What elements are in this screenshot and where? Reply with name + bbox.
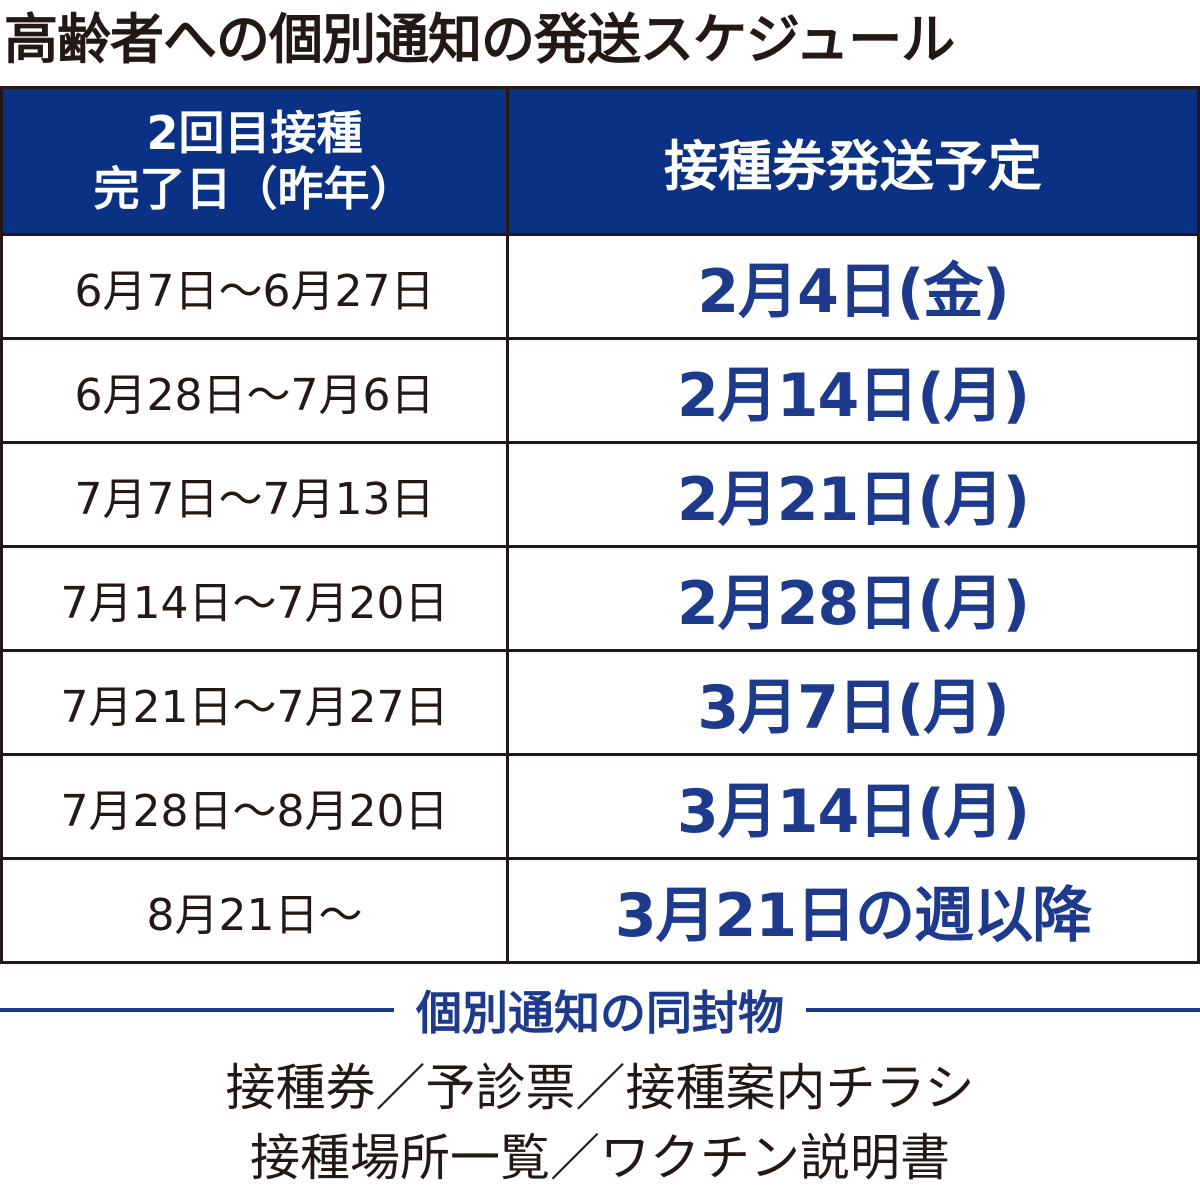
completed-date-cell: 7月28日～8月20日: [0, 753, 509, 860]
table-row: 6月28日～7月6日 2月14日(月): [0, 337, 1200, 444]
enclosures-line-2: 接種場所一覧／ワクチン説明書: [250, 1129, 950, 1187]
completed-date-cell: 6月7日～6月27日: [0, 233, 509, 340]
enclosures-label: 個別通知の同封物: [416, 986, 784, 1040]
divider-left: [0, 1008, 394, 1012]
header-completed-line2: 完了日（昨年）: [93, 162, 416, 216]
send-date-cell: 2月14日(月): [506, 337, 1200, 444]
enclosures-heading: 個別通知の同封物: [0, 985, 1200, 1040]
send-date-cell: 3月21日の週以降: [506, 857, 1200, 964]
send-date-cell: 2月21日(月): [506, 441, 1200, 548]
completed-date-cell: 8月21日～: [0, 857, 509, 964]
completed-date-cell: 6月28日～7月6日: [0, 337, 509, 444]
table-header-row: 2回目接種 完了日（昨年） 接種券発送予定: [0, 86, 1200, 236]
send-date-cell: 3月7日(月): [506, 649, 1200, 756]
page-title: 高齢者への個別通知の発送スケジュール: [4, 8, 955, 71]
completed-date-cell: 7月7日～7月13日: [0, 441, 509, 548]
table-row: 8月21日～ 3月21日の週以降: [0, 857, 1200, 964]
table-row: 7月21日～7月27日 3月7日(月): [0, 649, 1200, 756]
schedule-table: 2回目接種 完了日（昨年） 接種券発送予定 6月7日～6月27日 2月4日(金) 6…: [0, 86, 1200, 964]
completed-date-cell: 7月14日～7月20日: [0, 545, 509, 652]
send-date-cell: 3月14日(月): [506, 753, 1200, 860]
send-date-cell: 2月28日(月): [506, 545, 1200, 652]
completed-date-cell: 7月21日～7月27日: [0, 649, 509, 756]
header-completed-line1: 2回目接種: [146, 106, 363, 160]
table-row: 7月14日～7月20日 2月28日(月): [0, 545, 1200, 652]
table-row: 6月7日～6月27日 2月4日(金): [0, 233, 1200, 340]
header-completed-date: 2回目接種 完了日（昨年）: [0, 86, 509, 236]
divider-right: [806, 1008, 1200, 1012]
send-date-cell: 2月4日(金): [506, 233, 1200, 340]
enclosures-line-1: 接種券／予診票／接種案内チラシ: [225, 1059, 975, 1117]
table-row: 7月7日～7月13日 2月21日(月): [0, 441, 1200, 548]
table-row: 7月28日～8月20日 3月14日(月): [0, 753, 1200, 860]
header-send-date: 接種券発送予定: [506, 86, 1200, 236]
